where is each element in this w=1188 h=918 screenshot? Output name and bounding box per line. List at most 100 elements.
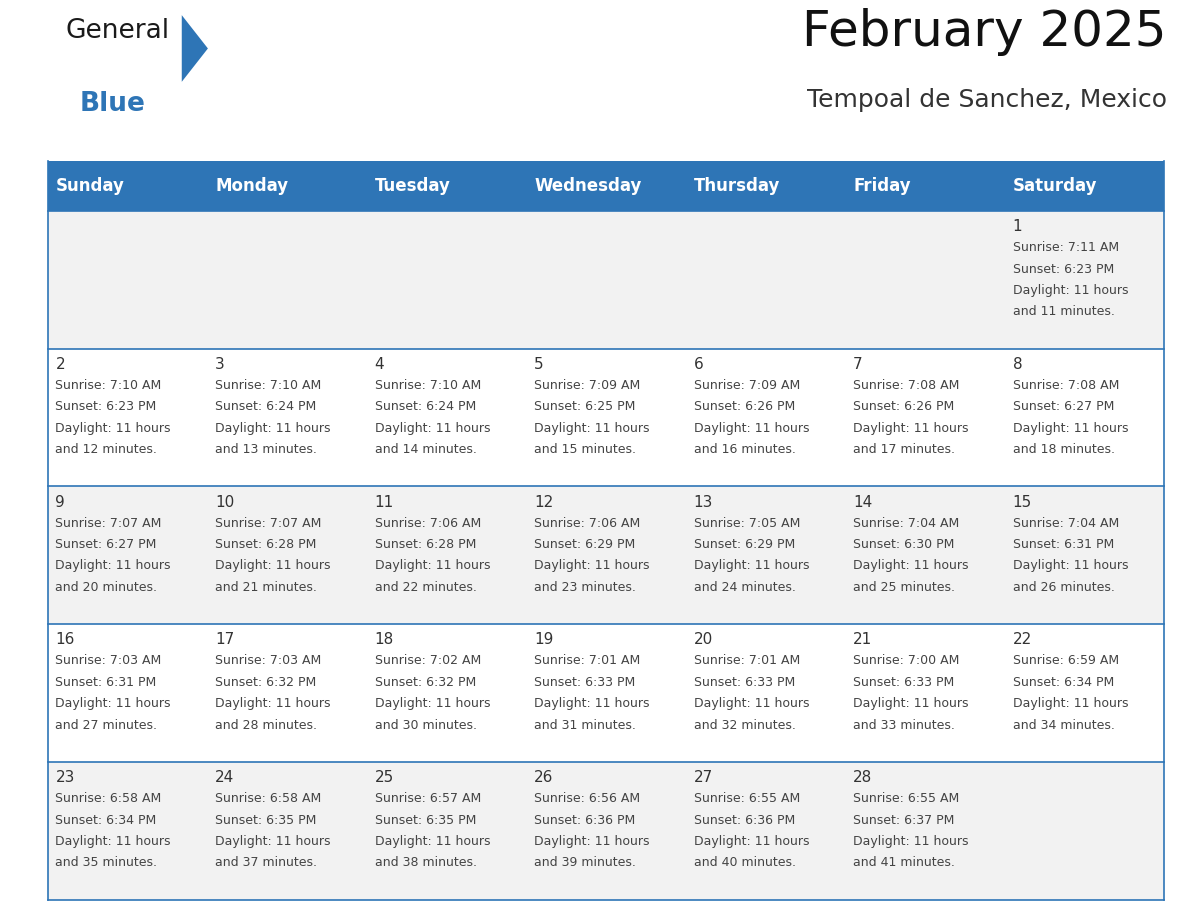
Text: and 13 minutes.: and 13 minutes.	[215, 443, 317, 456]
Text: and 28 minutes.: and 28 minutes.	[215, 719, 317, 732]
Text: February 2025: February 2025	[802, 7, 1167, 56]
Text: and 15 minutes.: and 15 minutes.	[535, 443, 636, 456]
Text: Daylight: 11 hours: Daylight: 11 hours	[1012, 421, 1129, 434]
Text: Sunset: 6:32 PM: Sunset: 6:32 PM	[374, 676, 476, 688]
Bar	[48, 211, 1164, 349]
Text: Daylight: 11 hours: Daylight: 11 hours	[535, 834, 650, 848]
Text: Sunset: 6:25 PM: Sunset: 6:25 PM	[535, 400, 636, 413]
Text: 2: 2	[56, 357, 65, 372]
Text: General: General	[65, 18, 170, 44]
Text: Sunset: 6:36 PM: Sunset: 6:36 PM	[694, 813, 795, 826]
Bar	[48, 487, 1164, 624]
Text: Daylight: 11 hours: Daylight: 11 hours	[1012, 559, 1129, 573]
Text: Sunset: 6:30 PM: Sunset: 6:30 PM	[853, 538, 954, 551]
Text: 19: 19	[535, 633, 554, 647]
Text: Daylight: 11 hours: Daylight: 11 hours	[1012, 697, 1129, 711]
Text: Daylight: 11 hours: Daylight: 11 hours	[56, 421, 171, 434]
Text: Sunrise: 7:00 AM: Sunrise: 7:00 AM	[853, 655, 960, 667]
Text: 12: 12	[535, 495, 554, 509]
Text: 20: 20	[694, 633, 713, 647]
Text: Sunset: 6:26 PM: Sunset: 6:26 PM	[853, 400, 954, 413]
Text: Sunrise: 7:11 AM: Sunrise: 7:11 AM	[1012, 241, 1119, 254]
Text: 6: 6	[694, 357, 703, 372]
Text: 5: 5	[535, 357, 544, 372]
Text: 8: 8	[1012, 357, 1023, 372]
Text: Sunrise: 7:06 AM: Sunrise: 7:06 AM	[535, 517, 640, 530]
Text: 25: 25	[374, 770, 393, 785]
Text: Daylight: 11 hours: Daylight: 11 hours	[56, 559, 171, 573]
Text: Sunday: Sunday	[56, 177, 125, 195]
Text: Sunrise: 6:58 AM: Sunrise: 6:58 AM	[215, 792, 321, 805]
Text: Sunset: 6:33 PM: Sunset: 6:33 PM	[853, 676, 954, 688]
Text: 3: 3	[215, 357, 225, 372]
Text: and 32 minutes.: and 32 minutes.	[694, 719, 796, 732]
Text: 21: 21	[853, 633, 872, 647]
Text: Sunrise: 7:01 AM: Sunrise: 7:01 AM	[694, 655, 800, 667]
Bar	[48, 624, 1164, 762]
Text: Blue: Blue	[80, 91, 145, 117]
Text: Sunset: 6:35 PM: Sunset: 6:35 PM	[215, 813, 316, 826]
Text: Sunrise: 7:03 AM: Sunrise: 7:03 AM	[215, 655, 321, 667]
Text: 16: 16	[56, 633, 75, 647]
Text: Sunrise: 7:03 AM: Sunrise: 7:03 AM	[56, 655, 162, 667]
Text: Sunrise: 7:02 AM: Sunrise: 7:02 AM	[374, 655, 481, 667]
Text: and 16 minutes.: and 16 minutes.	[694, 443, 796, 456]
Text: and 23 minutes.: and 23 minutes.	[535, 581, 636, 594]
Bar	[526, 161, 685, 211]
Bar	[207, 161, 367, 211]
Text: 27: 27	[694, 770, 713, 785]
Text: 26: 26	[535, 770, 554, 785]
Text: Daylight: 11 hours: Daylight: 11 hours	[215, 834, 330, 848]
Text: Sunset: 6:23 PM: Sunset: 6:23 PM	[56, 400, 157, 413]
Text: Daylight: 11 hours: Daylight: 11 hours	[535, 421, 650, 434]
Text: Sunrise: 6:55 AM: Sunrise: 6:55 AM	[694, 792, 800, 805]
Text: and 26 minutes.: and 26 minutes.	[1012, 581, 1114, 594]
Text: 17: 17	[215, 633, 234, 647]
Text: Sunrise: 6:59 AM: Sunrise: 6:59 AM	[1012, 655, 1119, 667]
Text: 22: 22	[1012, 633, 1032, 647]
Text: 11: 11	[374, 495, 393, 509]
Text: Wednesday: Wednesday	[535, 177, 642, 195]
Text: Sunset: 6:26 PM: Sunset: 6:26 PM	[694, 400, 795, 413]
Text: Saturday: Saturday	[1012, 177, 1098, 195]
Text: 28: 28	[853, 770, 872, 785]
Text: Daylight: 11 hours: Daylight: 11 hours	[215, 421, 330, 434]
Text: Sunrise: 7:04 AM: Sunrise: 7:04 AM	[1012, 517, 1119, 530]
Text: 18: 18	[374, 633, 393, 647]
Text: and 41 minutes.: and 41 minutes.	[853, 856, 955, 869]
Text: Sunset: 6:34 PM: Sunset: 6:34 PM	[1012, 676, 1114, 688]
Text: Tempoal de Sanchez, Mexico: Tempoal de Sanchez, Mexico	[807, 88, 1167, 112]
Text: Thursday: Thursday	[694, 177, 781, 195]
Text: Sunset: 6:27 PM: Sunset: 6:27 PM	[1012, 400, 1114, 413]
Text: Sunrise: 6:57 AM: Sunrise: 6:57 AM	[374, 792, 481, 805]
Text: Sunset: 6:37 PM: Sunset: 6:37 PM	[853, 813, 954, 826]
Text: Sunrise: 7:10 AM: Sunrise: 7:10 AM	[56, 379, 162, 392]
Text: Sunset: 6:35 PM: Sunset: 6:35 PM	[374, 813, 476, 826]
Text: and 11 minutes.: and 11 minutes.	[1012, 306, 1114, 319]
Text: Sunset: 6:32 PM: Sunset: 6:32 PM	[215, 676, 316, 688]
Text: 4: 4	[374, 357, 384, 372]
Bar	[367, 161, 526, 211]
Text: and 35 minutes.: and 35 minutes.	[56, 856, 158, 869]
Text: and 12 minutes.: and 12 minutes.	[56, 443, 157, 456]
Text: Sunrise: 7:10 AM: Sunrise: 7:10 AM	[374, 379, 481, 392]
Text: Sunset: 6:36 PM: Sunset: 6:36 PM	[535, 813, 636, 826]
Text: Sunrise: 7:04 AM: Sunrise: 7:04 AM	[853, 517, 960, 530]
Text: and 22 minutes.: and 22 minutes.	[374, 581, 476, 594]
Text: Sunset: 6:28 PM: Sunset: 6:28 PM	[374, 538, 476, 551]
Bar	[685, 161, 845, 211]
Text: Sunset: 6:23 PM: Sunset: 6:23 PM	[1012, 263, 1114, 275]
Text: Monday: Monday	[215, 177, 289, 195]
Text: Daylight: 11 hours: Daylight: 11 hours	[374, 421, 491, 434]
Text: and 37 minutes.: and 37 minutes.	[215, 856, 317, 869]
Text: Sunset: 6:33 PM: Sunset: 6:33 PM	[694, 676, 795, 688]
Text: Sunrise: 7:01 AM: Sunrise: 7:01 AM	[535, 655, 640, 667]
Text: Daylight: 11 hours: Daylight: 11 hours	[535, 559, 650, 573]
Text: Daylight: 11 hours: Daylight: 11 hours	[374, 834, 491, 848]
Text: Daylight: 11 hours: Daylight: 11 hours	[853, 421, 968, 434]
Text: 7: 7	[853, 357, 862, 372]
Text: and 20 minutes.: and 20 minutes.	[56, 581, 158, 594]
Text: Sunrise: 6:55 AM: Sunrise: 6:55 AM	[853, 792, 960, 805]
Text: Sunrise: 7:05 AM: Sunrise: 7:05 AM	[694, 517, 800, 530]
Text: Tuesday: Tuesday	[374, 177, 450, 195]
